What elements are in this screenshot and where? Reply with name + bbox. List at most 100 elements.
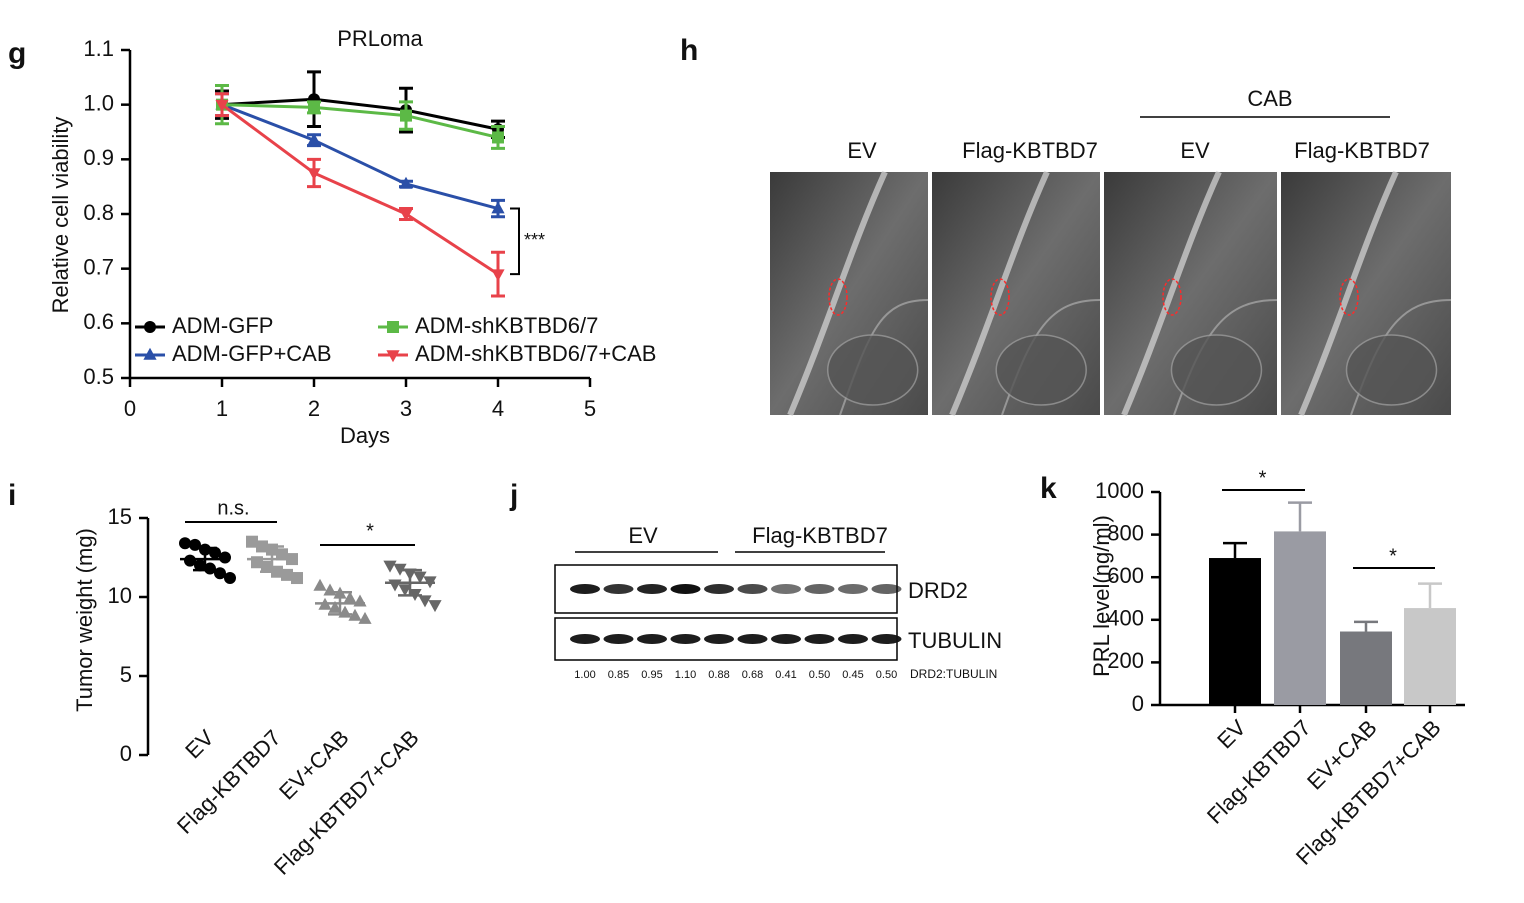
sd-bar xyxy=(398,568,422,597)
group-label: CAB xyxy=(1247,86,1292,111)
x-tick-label: 2 xyxy=(308,396,320,421)
blot-ratio: 1.10 xyxy=(675,669,696,681)
panel-letter: i xyxy=(8,479,16,512)
y-tick-label: 800 xyxy=(1107,520,1144,545)
marker xyxy=(313,578,327,591)
panel-letter: h xyxy=(680,34,698,67)
marker xyxy=(399,176,413,189)
blot-ratio: 0.95 xyxy=(641,669,662,681)
mri-cerebellum xyxy=(1345,334,1438,406)
y-axis-label: Relative cell viability xyxy=(48,117,73,314)
mri-cerebellum xyxy=(1170,334,1263,406)
blot-band xyxy=(670,584,701,594)
y-axis-label: Tumor weight (mg) xyxy=(72,528,97,712)
blot-band xyxy=(737,634,768,644)
marker xyxy=(307,133,321,145)
error-bar xyxy=(1354,620,1378,632)
blot-ratio: 0.88 xyxy=(708,669,729,681)
x-tick-label: 0 xyxy=(124,396,136,421)
blot-ratio: 1.00 xyxy=(574,669,595,681)
marker xyxy=(400,109,412,122)
error-bar xyxy=(1418,582,1442,609)
y-tick-label: 1.1 xyxy=(83,36,114,61)
tumor-outline xyxy=(1339,278,1359,316)
x-tick-label: 5 xyxy=(584,396,596,421)
blot-group-label: EV xyxy=(628,523,658,548)
blot-ratio: 0.50 xyxy=(809,669,830,681)
bar xyxy=(1340,631,1392,705)
annotation: n.s. xyxy=(217,497,249,519)
marker xyxy=(418,595,432,608)
error-bar xyxy=(1288,501,1312,532)
legend-label: ADM-GFP+CAB xyxy=(172,341,332,366)
error-bar xyxy=(1223,541,1247,559)
blot-band xyxy=(804,634,835,644)
blot-ratio: 0.41 xyxy=(775,669,796,681)
y-tick-label: 0.7 xyxy=(83,254,114,279)
y-tick-label: 0.8 xyxy=(83,200,114,225)
marker xyxy=(194,559,206,572)
tumor-outline xyxy=(1162,278,1182,316)
blot-band xyxy=(603,634,634,644)
series-line xyxy=(221,97,499,131)
mri-brain-edge xyxy=(949,170,1050,417)
y-axis-label: PRL level(ng/ml) xyxy=(1089,515,1114,677)
marker xyxy=(383,560,397,573)
series-line xyxy=(221,103,499,276)
blot-band xyxy=(838,634,868,644)
sd-bar xyxy=(260,545,284,573)
mri-label: Flag-KBTBD7 xyxy=(1294,138,1430,163)
marker xyxy=(261,560,273,573)
tumor-outline xyxy=(990,278,1010,316)
blot-group-label: Flag-KBTBD7 xyxy=(752,523,888,548)
y-tick-label: 600 xyxy=(1107,563,1144,588)
significance-bracket xyxy=(510,207,520,276)
marker xyxy=(308,101,320,114)
marker xyxy=(399,209,413,222)
legend-label: ADM-GFP xyxy=(172,313,273,338)
panel-letter: j xyxy=(509,479,518,512)
mri-cerebellum xyxy=(995,334,1087,406)
marker xyxy=(353,594,367,607)
marker xyxy=(219,551,231,564)
panel-letter: k xyxy=(1040,472,1057,505)
marker xyxy=(276,548,288,561)
blot-band xyxy=(704,634,734,644)
y-tick-label: 5 xyxy=(120,662,132,687)
legend-label: ADM-shKBTBD6/7+CAB xyxy=(415,341,656,366)
marker xyxy=(491,201,505,214)
y-tick-label: 0.5 xyxy=(83,364,114,389)
y-tick-label: 200 xyxy=(1107,648,1144,673)
y-tick-label: 10 xyxy=(108,583,132,608)
marker xyxy=(179,537,191,550)
mri-label: Flag-KBTBD7 xyxy=(962,138,1098,163)
sd-bar xyxy=(193,546,217,572)
y-tick-label: 400 xyxy=(1107,606,1144,631)
marker xyxy=(387,321,399,333)
y-tick-label: 15 xyxy=(108,504,132,529)
blot-band xyxy=(670,634,701,644)
blot-band xyxy=(737,584,768,594)
annotation: * xyxy=(1389,545,1397,567)
marker xyxy=(246,535,258,548)
panel-letter: g xyxy=(8,37,26,70)
blot-ratio: 0.45 xyxy=(842,669,863,681)
annotation: * xyxy=(366,520,374,542)
x-tick-label: 1 xyxy=(216,396,228,421)
tumor-outline xyxy=(828,278,848,316)
blot-band xyxy=(570,634,600,644)
marker xyxy=(143,347,157,360)
blot-band xyxy=(871,584,902,594)
marker xyxy=(348,608,362,621)
marker xyxy=(184,554,196,567)
mri-brain-edge xyxy=(1298,170,1399,417)
marker xyxy=(144,321,156,333)
marker xyxy=(204,562,216,575)
blot-band xyxy=(838,584,868,594)
marker xyxy=(215,99,229,112)
marker xyxy=(428,600,442,613)
blot-band xyxy=(704,584,734,594)
mri-brain-edge xyxy=(1121,170,1222,417)
blot-band xyxy=(771,584,801,594)
